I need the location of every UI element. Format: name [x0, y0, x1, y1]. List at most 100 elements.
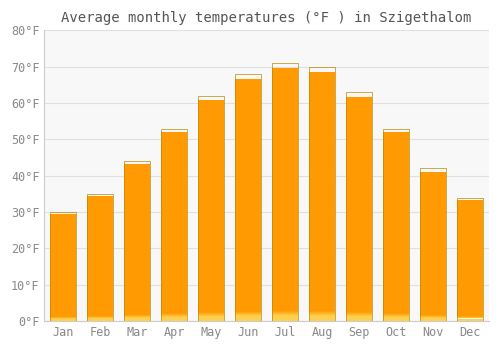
Bar [420, 266, 446, 317]
Bar [161, 290, 187, 316]
Bar [310, 189, 335, 313]
Bar [50, 238, 76, 317]
Bar [161, 148, 187, 314]
Bar [235, 188, 261, 313]
Bar [87, 230, 113, 317]
Bar [124, 276, 150, 317]
Bar [87, 258, 113, 317]
Bar [87, 255, 113, 317]
Bar [50, 288, 76, 318]
Bar [50, 243, 76, 317]
Bar [124, 168, 150, 315]
Bar [50, 251, 76, 317]
Bar [124, 308, 150, 317]
Bar [420, 199, 446, 316]
Bar [235, 143, 261, 313]
Bar [458, 230, 483, 317]
Bar [310, 163, 335, 313]
Bar [458, 252, 483, 317]
Bar [384, 263, 409, 316]
Bar [161, 221, 187, 315]
Bar [124, 264, 150, 317]
Bar [87, 306, 113, 318]
Bar [458, 247, 483, 317]
Bar [384, 175, 409, 314]
Bar [384, 252, 409, 316]
Bar [310, 296, 335, 315]
Bar [161, 175, 187, 314]
Bar [420, 190, 446, 315]
Bar [87, 265, 113, 317]
Bar [198, 123, 224, 313]
Bar [310, 118, 335, 312]
Bar [272, 94, 298, 312]
Bar [87, 204, 113, 316]
Bar [161, 217, 187, 315]
Bar [420, 287, 446, 317]
Bar [346, 133, 372, 313]
Bar [161, 309, 187, 317]
Bar [384, 144, 409, 314]
Bar [346, 211, 372, 314]
Bar [235, 306, 261, 316]
Bar [235, 197, 261, 314]
Bar [420, 318, 446, 321]
Bar [124, 206, 150, 316]
Bar [384, 279, 409, 316]
Bar [272, 68, 298, 311]
Bar [50, 280, 76, 318]
Bar [458, 205, 483, 316]
Bar [50, 264, 76, 318]
Bar [310, 240, 335, 314]
Bar [198, 114, 224, 313]
Bar [272, 110, 298, 312]
Bar [420, 269, 446, 317]
Bar [458, 220, 483, 316]
Bar [310, 275, 335, 315]
Bar [50, 245, 76, 317]
Bar [124, 196, 150, 315]
Bar [50, 293, 76, 318]
Bar [384, 140, 409, 314]
Bar [420, 309, 446, 318]
Bar [420, 245, 446, 316]
Bar [272, 306, 298, 316]
Bar [50, 234, 76, 317]
Bar [346, 156, 372, 313]
Bar [272, 135, 298, 312]
Bar [50, 282, 76, 318]
Bar [310, 168, 335, 313]
Bar [87, 286, 113, 318]
Bar [458, 314, 483, 318]
Bar [198, 199, 224, 314]
Bar [87, 278, 113, 317]
Bar [87, 237, 113, 317]
Bar [198, 280, 224, 316]
Bar [310, 82, 335, 311]
Bar [235, 252, 261, 315]
Bar [272, 218, 298, 314]
Bar [50, 271, 76, 318]
Title: Average monthly temperatures (°F ) in Szigethalom: Average monthly temperatures (°F ) in Sz… [62, 11, 472, 25]
Bar [235, 158, 261, 313]
Bar [161, 144, 187, 314]
Bar [420, 208, 446, 316]
Bar [161, 198, 187, 315]
Bar [198, 253, 224, 315]
Bar [346, 280, 372, 316]
Bar [420, 239, 446, 316]
Bar [310, 230, 335, 314]
Bar [384, 198, 409, 315]
Bar [198, 141, 224, 313]
Bar [235, 104, 261, 312]
Bar [87, 227, 113, 317]
Bar [384, 309, 409, 317]
Bar [384, 171, 409, 314]
Bar [346, 303, 372, 316]
Bar [272, 311, 298, 316]
Bar [272, 182, 298, 313]
Bar [198, 154, 224, 313]
Bar [161, 306, 187, 317]
Bar [346, 138, 372, 313]
Bar [161, 279, 187, 316]
